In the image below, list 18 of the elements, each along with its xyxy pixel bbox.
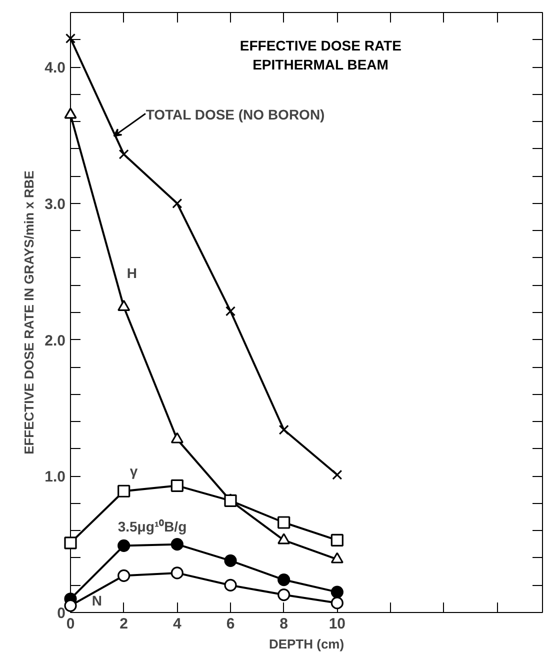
- y-tick-label: 4.0: [44, 60, 66, 77]
- text: TOTAL DOSE (NO BORON): [146, 106, 325, 122]
- series-label: 3.5μg¹⁰B/g: [118, 518, 187, 535]
- x-tick-label: 6: [226, 616, 235, 632]
- y-axis-title: EFFECTIVE DOSE RATE IN GRAYS/min x RBE: [22, 170, 37, 454]
- text: EFFECTIVE DOSE RATE EPITHERMAL BEAM: [240, 38, 402, 73]
- series-label: H: [126, 265, 137, 282]
- x-tick-label: 8: [280, 616, 288, 632]
- x-tick-label: 4: [172, 616, 182, 632]
- series-label: γ: [130, 463, 138, 480]
- y-tick-label: 1.0: [44, 468, 66, 486]
- x-tick-label: 10: [328, 616, 346, 632]
- legend-label: N: [92, 592, 102, 609]
- y-tick-label: 3.0: [44, 196, 66, 213]
- x-axis-title: DEPTH (cm): [268, 636, 344, 652]
- x-tick-label: 2: [120, 616, 128, 632]
- y-tick-label: 2.0: [44, 332, 66, 350]
- y-tick-label: 0: [57, 605, 66, 622]
